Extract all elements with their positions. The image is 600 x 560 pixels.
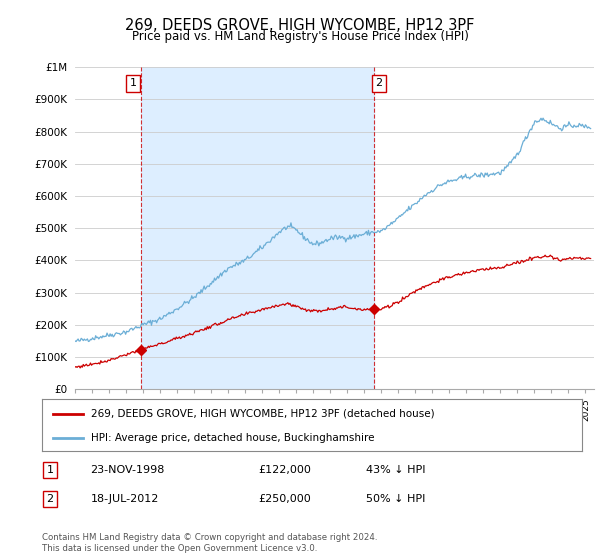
Text: 50% ↓ HPI: 50% ↓ HPI (366, 494, 425, 504)
Text: 269, DEEDS GROVE, HIGH WYCOMBE, HP12 3PF (detached house): 269, DEEDS GROVE, HIGH WYCOMBE, HP12 3PF… (91, 409, 434, 419)
Bar (142, 67, 374, 389)
Text: 1: 1 (47, 465, 53, 475)
Text: Contains HM Land Registry data © Crown copyright and database right 2024.
This d: Contains HM Land Registry data © Crown c… (42, 533, 377, 553)
Text: 1: 1 (130, 78, 136, 88)
Text: HPI: Average price, detached house, Buckinghamshire: HPI: Average price, detached house, Buck… (91, 433, 374, 443)
Text: 18-JUL-2012: 18-JUL-2012 (91, 494, 159, 504)
Text: Price paid vs. HM Land Registry's House Price Index (HPI): Price paid vs. HM Land Registry's House … (131, 30, 469, 43)
Text: £122,000: £122,000 (258, 465, 311, 475)
Text: 2: 2 (47, 494, 53, 504)
Text: 2: 2 (375, 78, 382, 88)
Text: 23-NOV-1998: 23-NOV-1998 (91, 465, 165, 475)
Text: 269, DEEDS GROVE, HIGH WYCOMBE, HP12 3PF: 269, DEEDS GROVE, HIGH WYCOMBE, HP12 3PF (125, 18, 475, 33)
Text: 43% ↓ HPI: 43% ↓ HPI (366, 465, 425, 475)
Text: £250,000: £250,000 (258, 494, 311, 504)
